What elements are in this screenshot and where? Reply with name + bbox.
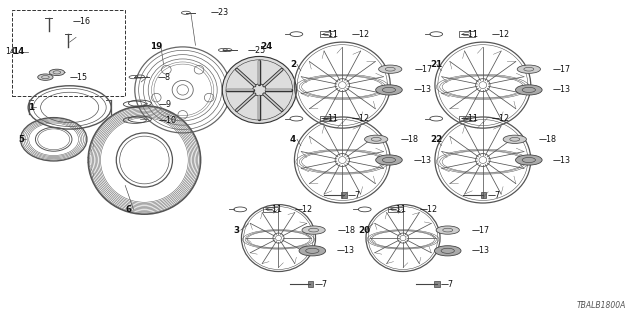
Ellipse shape (365, 135, 388, 143)
Ellipse shape (222, 56, 296, 123)
Text: —16: —16 (73, 17, 91, 26)
Bar (388, 206, 403, 212)
Text: —17: —17 (553, 65, 572, 74)
Text: —11: —11 (461, 30, 479, 39)
Text: —17: —17 (415, 65, 433, 74)
Ellipse shape (516, 155, 542, 165)
Text: 21: 21 (430, 60, 442, 69)
Text: 20: 20 (358, 226, 371, 235)
Text: —11: —11 (321, 114, 339, 123)
Text: —13: —13 (413, 156, 431, 164)
Text: 1: 1 (28, 103, 35, 112)
Text: —10: —10 (159, 116, 177, 125)
Bar (263, 206, 278, 212)
Text: —7: —7 (348, 190, 361, 200)
Bar (308, 281, 314, 287)
Text: 14: 14 (12, 47, 24, 56)
Text: TBALB1800A: TBALB1800A (577, 301, 627, 310)
Ellipse shape (376, 155, 403, 165)
Text: 14: 14 (5, 47, 15, 56)
Text: —17: —17 (472, 226, 490, 235)
Ellipse shape (49, 69, 65, 76)
Text: 6: 6 (125, 205, 131, 214)
Ellipse shape (38, 74, 53, 80)
Text: —12: —12 (295, 205, 313, 214)
Text: —13: —13 (472, 246, 490, 255)
Bar (341, 192, 347, 198)
Text: —11: —11 (321, 30, 339, 39)
Text: —12: —12 (352, 114, 370, 123)
Text: 4: 4 (290, 135, 296, 144)
Ellipse shape (376, 85, 403, 95)
Text: —7: —7 (487, 190, 500, 200)
Bar (434, 281, 440, 287)
Text: —8: —8 (158, 73, 171, 82)
Bar (320, 31, 335, 37)
Bar (481, 192, 486, 198)
Ellipse shape (299, 246, 326, 256)
Text: —18: —18 (401, 135, 419, 144)
Text: 24: 24 (260, 42, 273, 52)
Text: —12: —12 (352, 30, 370, 39)
Text: —12: —12 (491, 30, 509, 39)
Text: —7: —7 (441, 280, 454, 289)
Text: —18: —18 (338, 226, 356, 235)
Text: —13: —13 (553, 85, 571, 94)
Bar (320, 116, 335, 122)
Text: —13: —13 (553, 156, 571, 164)
Text: —11: —11 (461, 114, 479, 123)
Ellipse shape (379, 65, 402, 73)
Text: 3: 3 (234, 226, 240, 235)
Text: 2: 2 (290, 60, 296, 69)
Text: 5: 5 (18, 135, 24, 144)
Text: —11: —11 (389, 205, 407, 214)
Text: —23: —23 (210, 8, 228, 17)
Ellipse shape (516, 85, 542, 95)
Text: 22: 22 (430, 135, 442, 144)
Bar (12, 10, 125, 96)
Text: —13: —13 (337, 246, 355, 255)
Text: —18: —18 (539, 135, 557, 144)
Text: —9: —9 (159, 100, 172, 109)
Text: —15: —15 (70, 73, 88, 82)
Text: —12: —12 (420, 205, 438, 214)
Text: —7: —7 (314, 280, 328, 289)
Text: 19: 19 (150, 42, 163, 52)
Text: —13: —13 (413, 85, 431, 94)
Ellipse shape (503, 135, 526, 143)
Text: —11: —11 (264, 205, 282, 214)
Text: —25: —25 (247, 45, 266, 55)
Ellipse shape (436, 226, 460, 234)
Ellipse shape (435, 246, 461, 256)
Ellipse shape (517, 65, 540, 73)
Bar (460, 116, 474, 122)
Bar (460, 31, 474, 37)
Text: —12: —12 (491, 114, 509, 123)
Ellipse shape (302, 226, 325, 234)
